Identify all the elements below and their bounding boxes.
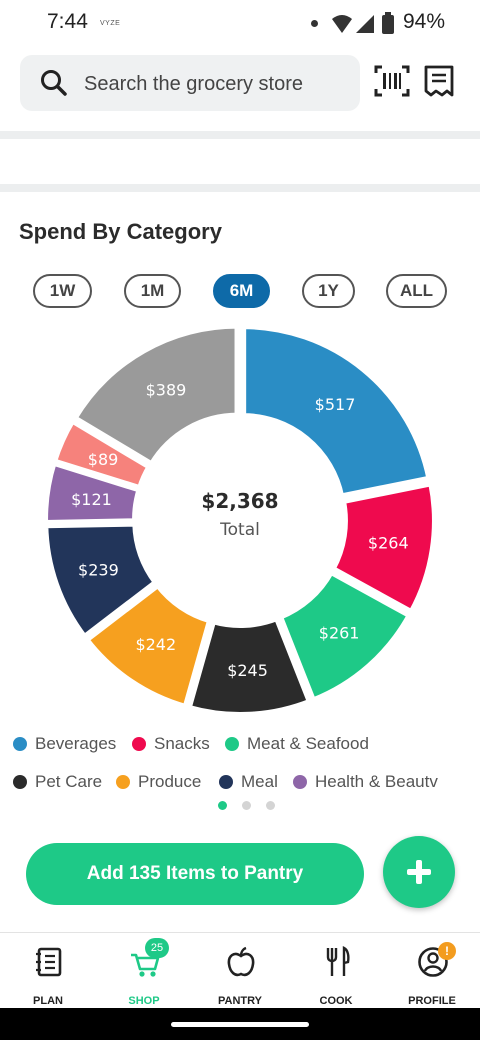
pager-dot[interactable] xyxy=(242,801,251,810)
donut-slice-label: $121 xyxy=(71,490,112,509)
legend-swatch xyxy=(13,737,27,751)
donut-total-label: Total xyxy=(219,520,260,540)
legend-label: Snacks xyxy=(154,734,210,753)
carrier-label: VYZE xyxy=(100,20,121,27)
section-divider xyxy=(0,131,480,139)
spend-donut-chart: $517 $264 $261 $245 $242 $239 $121 $89 $389 $2,3… xyxy=(42,322,438,718)
bottom-navigation: PLAN SHOP PANTRY COOK PROFILE xyxy=(0,932,480,1009)
nav-label: PLAN xyxy=(33,995,63,1007)
status-time: 7:44 xyxy=(47,10,88,33)
wifi-icon xyxy=(332,15,352,33)
nav-plan[interactable]: PLAN xyxy=(0,933,96,1009)
donut-slice-label: $245 xyxy=(227,661,268,680)
signal-icons xyxy=(330,12,400,41)
pager-dot[interactable] xyxy=(218,801,227,810)
legend-item-meal: Meal xyxy=(219,771,278,793)
notification-dot-icon xyxy=(311,20,318,27)
legend-label: Meat & Seafood xyxy=(247,734,369,753)
range-1y-pill[interactable]: 1Y xyxy=(302,274,355,308)
nav-profile[interactable]: PROFILE xyxy=(384,933,480,1009)
range-1m-pill[interactable]: 1M xyxy=(124,274,181,308)
add-fab-button[interactable] xyxy=(383,836,455,908)
plus-icon xyxy=(407,860,431,884)
battery-icon xyxy=(382,15,394,34)
range-1w-pill[interactable]: 1W xyxy=(33,274,92,308)
search-bar[interactable] xyxy=(20,55,360,111)
legend-swatch xyxy=(116,775,130,789)
nav-shop[interactable]: SHOP xyxy=(96,933,192,1009)
donut-slice-meat-seafood[interactable] xyxy=(276,567,414,705)
donut-slice-label: $517 xyxy=(315,395,356,414)
search-icon xyxy=(40,69,68,102)
legend-item-pet-care: Pet Care xyxy=(13,771,102,793)
gesture-bar xyxy=(0,1008,480,1040)
profile-alert-badge: ! xyxy=(438,942,456,960)
donut-total-value: $2,368 xyxy=(201,489,278,513)
legend-swatch xyxy=(225,737,239,751)
legend-item-health-beauty: Health & Beautv xyxy=(293,771,438,793)
battery-percent: 94% xyxy=(403,10,446,33)
donut-slice-label: $242 xyxy=(135,635,176,654)
nav-label: PANTRY xyxy=(218,995,262,1007)
donut-slice-label: $264 xyxy=(368,534,409,553)
legend-swatch xyxy=(219,775,233,789)
legend-item-produce: Produce xyxy=(116,771,201,793)
nav-label: COOK xyxy=(319,995,353,1007)
legend-swatch xyxy=(13,775,27,789)
legend-swatch xyxy=(132,737,146,751)
donut-slice-other-7[interactable] xyxy=(50,416,154,492)
nav-label: PROFILE xyxy=(408,995,456,1007)
home-gesture-handle[interactable] xyxy=(171,1022,309,1027)
shop-count-badge: 25 xyxy=(145,938,169,958)
legend-swatch xyxy=(293,775,307,789)
legend-label: Produce xyxy=(138,772,202,791)
nav-pantry[interactable]: PANTRY xyxy=(192,933,288,1009)
donut-slice-pet-care[interactable] xyxy=(185,614,314,718)
donut-slice-other-8[interactable] xyxy=(70,322,241,469)
barcode-icon xyxy=(374,65,410,97)
nav-cook[interactable]: COOK xyxy=(288,933,384,1009)
add-to-pantry-button[interactable]: Add 135 Items to Pantry xyxy=(26,843,364,905)
nav-label: SHOP xyxy=(128,995,160,1007)
notebook-icon xyxy=(36,947,62,977)
legend-label: Meal xyxy=(241,772,278,791)
legend-label: Health & Beautv xyxy=(315,772,438,791)
legend-item-snacks: Snacks xyxy=(132,733,210,755)
donut-slice-label: $239 xyxy=(78,561,119,580)
legend-label: Pet Care xyxy=(35,772,103,791)
utensils-icon xyxy=(326,946,350,976)
section-divider xyxy=(0,184,480,192)
legend-item-meat-seafood: Meat & Seafood xyxy=(225,733,369,755)
pager-dot[interactable] xyxy=(266,801,275,810)
legend-label: Beverages xyxy=(35,734,117,753)
donut-slice-label: $389 xyxy=(146,381,187,400)
profile-icon xyxy=(418,947,448,977)
legend-item-beverages: Beverages xyxy=(13,733,116,755)
barcode-scan-button[interactable] xyxy=(374,64,410,98)
range-6m-pill[interactable]: 6M xyxy=(213,274,270,308)
donut-slice-snacks[interactable] xyxy=(328,479,438,617)
search-input[interactable] xyxy=(82,69,346,99)
receipt-button[interactable] xyxy=(423,64,455,98)
donut-slice-produce[interactable] xyxy=(82,580,214,711)
donut-slice-label: $89 xyxy=(88,450,119,469)
receipt-icon xyxy=(424,65,454,97)
status-bar: 7:44 VYZE 94% xyxy=(0,0,480,48)
donut-slice-beverages[interactable] xyxy=(240,323,433,500)
cellular-icon xyxy=(356,15,374,33)
cart-icon xyxy=(131,953,160,977)
section-title: Spend By Category xyxy=(19,219,222,244)
apple-icon xyxy=(227,946,255,977)
donut-slice-label: $261 xyxy=(319,624,360,643)
range-all-pill[interactable]: ALL xyxy=(386,274,447,308)
